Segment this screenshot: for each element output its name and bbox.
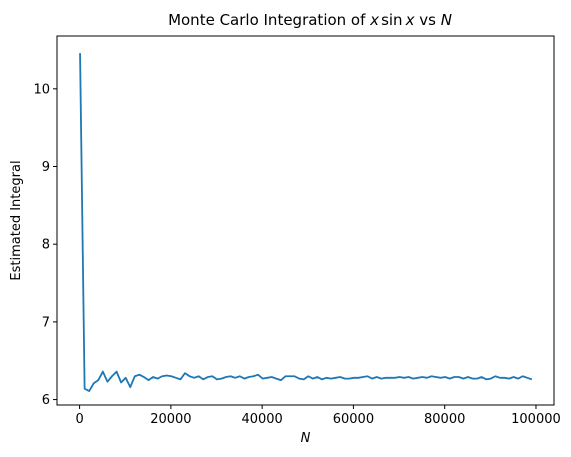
y-tick-label: 10 bbox=[33, 82, 50, 97]
title-vs: vs bbox=[414, 11, 440, 29]
title-math-x1: x bbox=[369, 11, 379, 29]
series-layer bbox=[79, 53, 533, 392]
y-axis-label: Estimated Integral bbox=[9, 160, 24, 280]
title-prefix: Monte Carlo Integration of bbox=[168, 11, 370, 29]
x-axis-label: N bbox=[301, 431, 311, 446]
series-line bbox=[79, 53, 533, 392]
x-tick-label: 100000 bbox=[511, 412, 561, 427]
x-tick-label: 60000 bbox=[333, 412, 374, 427]
x-tick-label: 20000 bbox=[150, 412, 191, 427]
x-tick-label: 40000 bbox=[241, 412, 282, 427]
x-axis-ticks: 0 20000 40000 60000 80000 100000 bbox=[75, 405, 561, 427]
y-tick-label: 9 bbox=[42, 160, 50, 175]
x-tick-label: 80000 bbox=[424, 412, 465, 427]
y-tick-label: 6 bbox=[42, 393, 50, 408]
y-tick-label: 7 bbox=[42, 315, 50, 330]
y-axis-ticks: 6 7 8 9 10 bbox=[33, 82, 57, 408]
title-math-x2: x bbox=[405, 11, 415, 29]
title-math-sin: sin bbox=[381, 11, 403, 29]
title-math-n: N bbox=[441, 11, 452, 29]
plot-frame bbox=[56, 35, 555, 406]
x-tick-label: 0 bbox=[75, 412, 83, 427]
y-tick-label: 8 bbox=[42, 238, 50, 253]
chart-title: Monte Carlo Integration of x sin x vs N bbox=[168, 11, 452, 29]
